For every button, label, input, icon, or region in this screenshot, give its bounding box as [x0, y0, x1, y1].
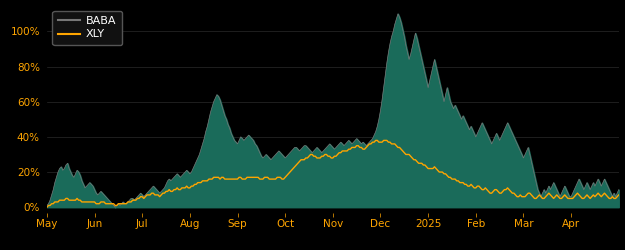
- Legend: BABA, XLY: BABA, XLY: [52, 10, 122, 45]
